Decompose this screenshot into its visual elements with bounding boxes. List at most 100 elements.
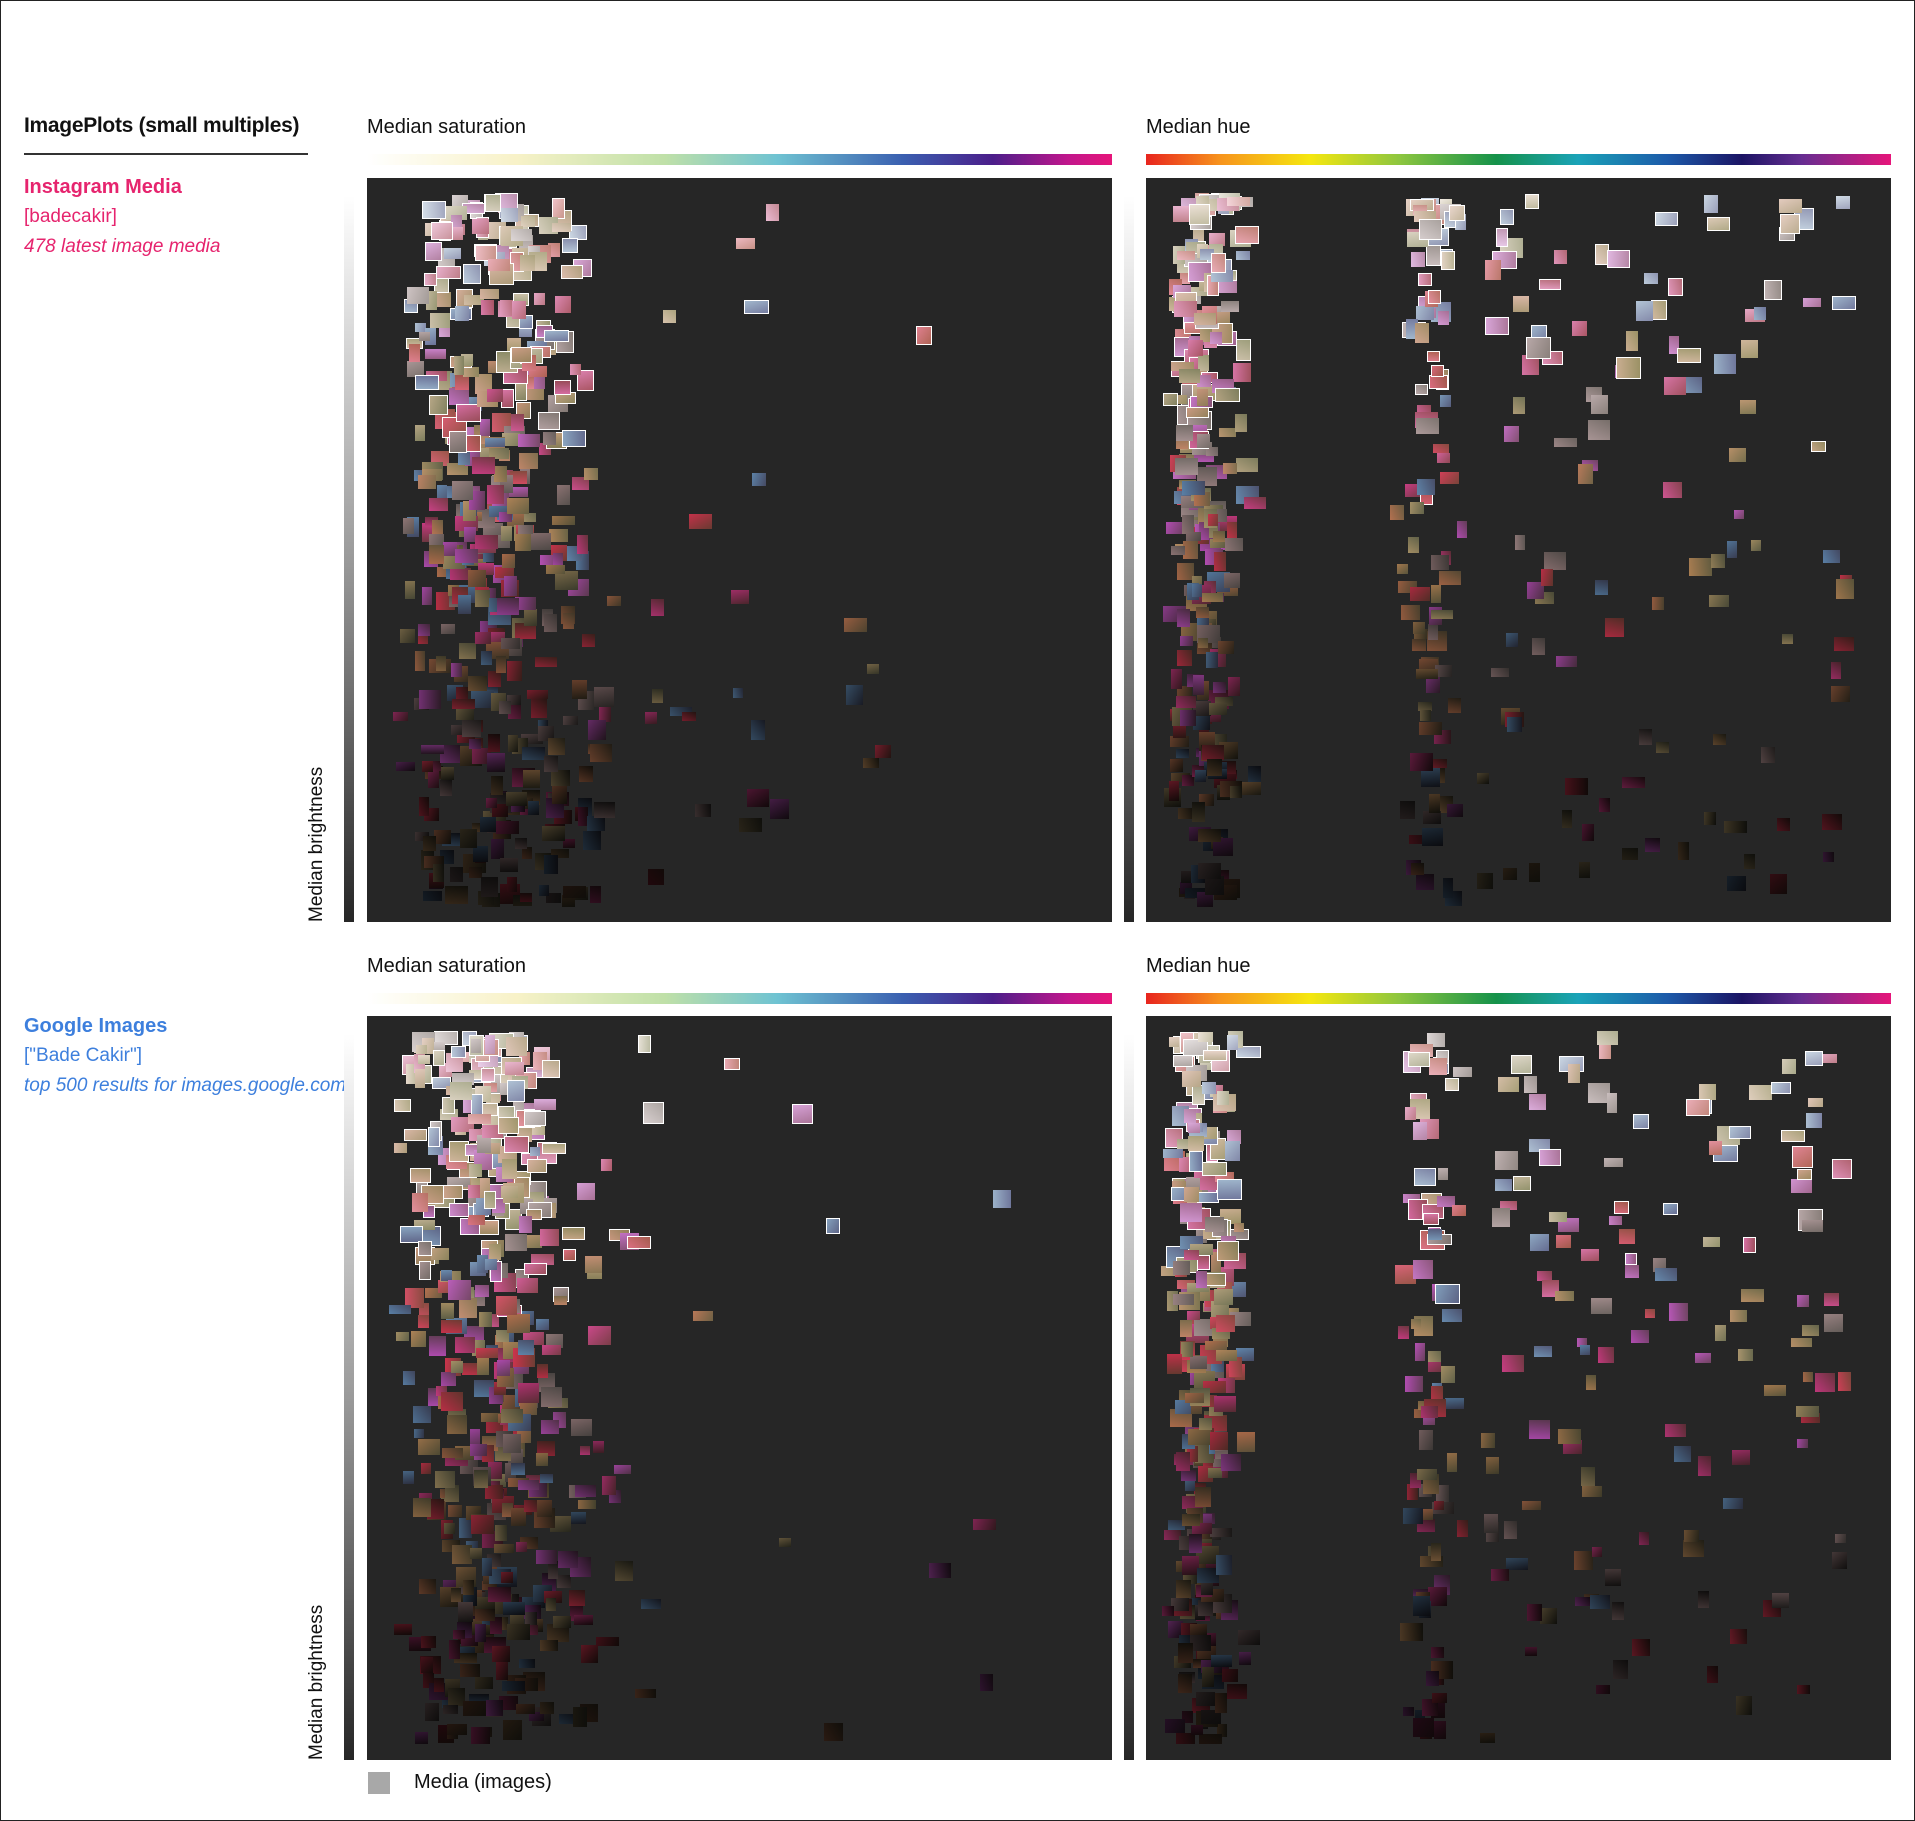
image-thumbnail — [451, 725, 469, 735]
imageplot-google-hue — [1146, 1016, 1891, 1760]
image-thumbnail — [1182, 1556, 1199, 1575]
image-thumbnail — [389, 1305, 411, 1314]
image-thumbnail — [528, 801, 539, 815]
image-thumbnail — [1422, 828, 1443, 846]
image-thumbnail — [1195, 770, 1206, 782]
image-thumbnail — [480, 289, 499, 299]
image-thumbnail — [425, 349, 446, 359]
image-thumbnail — [447, 1177, 470, 1187]
image-thumbnail — [412, 1193, 428, 1212]
image-thumbnail — [744, 300, 769, 314]
image-thumbnail — [487, 753, 505, 772]
image-thumbnail — [1236, 339, 1251, 361]
image-thumbnail — [563, 886, 586, 898]
image-thumbnail — [461, 354, 473, 366]
image-thumbnail — [1403, 1194, 1420, 1203]
image-thumbnail — [549, 529, 568, 542]
image-thumbnail — [1193, 675, 1204, 695]
image-thumbnail — [1415, 384, 1428, 395]
image-thumbnail — [458, 595, 471, 614]
image-thumbnail — [481, 1068, 495, 1082]
image-thumbnail — [571, 1419, 592, 1436]
image-thumbnail — [1228, 677, 1240, 696]
image-thumbnail — [501, 1572, 513, 1583]
image-thumbnail — [1190, 1624, 1207, 1636]
image-thumbnail — [407, 287, 429, 304]
image-thumbnail — [425, 1288, 442, 1298]
image-thumbnail — [1605, 1569, 1621, 1586]
image-thumbnail — [1432, 1693, 1447, 1703]
image-thumbnail — [1185, 888, 1207, 898]
image-thumbnail — [415, 651, 425, 671]
image-thumbnail — [551, 849, 569, 858]
image-thumbnail — [770, 799, 789, 819]
image-thumbnail — [1198, 1600, 1213, 1616]
image-thumbnail — [578, 807, 588, 826]
image-thumbnail — [394, 1624, 412, 1635]
image-thumbnail — [475, 1285, 489, 1297]
image-thumbnail — [440, 1109, 458, 1120]
imageplot-instagram-saturation — [367, 178, 1112, 922]
image-thumbnail — [490, 1617, 502, 1634]
image-thumbnail — [1485, 260, 1501, 280]
image-thumbnail — [1182, 481, 1205, 495]
image-thumbnail — [498, 1117, 519, 1134]
image-thumbnail — [452, 1545, 472, 1564]
image-thumbnail — [1527, 582, 1544, 599]
image-thumbnail — [1532, 638, 1545, 655]
image-thumbnail — [1614, 1201, 1629, 1214]
image-thumbnail — [1562, 810, 1572, 828]
image-thumbnail — [507, 877, 517, 892]
image-thumbnail — [436, 1386, 447, 1396]
image-thumbnail — [1683, 1540, 1704, 1557]
image-thumbnail — [548, 1561, 558, 1579]
image-thumbnail — [539, 885, 549, 896]
image-thumbnail — [1801, 1413, 1820, 1423]
image-thumbnail — [1234, 1223, 1244, 1232]
image-thumbnail — [469, 1164, 482, 1177]
image-thumbnail — [488, 1314, 499, 1327]
image-thumbnail — [450, 568, 471, 580]
image-thumbnail — [1729, 1126, 1751, 1139]
image-thumbnail — [1237, 1432, 1255, 1452]
image-thumbnail — [471, 1039, 481, 1053]
image-thumbnail — [468, 1185, 481, 1198]
imageplot-instagram-hue — [1146, 178, 1891, 922]
image-thumbnail — [1200, 1060, 1214, 1070]
image-thumbnail — [1416, 874, 1434, 890]
image-thumbnail — [515, 383, 527, 401]
image-thumbnail — [468, 570, 486, 587]
image-thumbnail — [1455, 214, 1466, 230]
image-thumbnail — [429, 395, 448, 415]
image-thumbnail — [468, 1114, 491, 1124]
image-thumbnail — [427, 1499, 444, 1519]
image-thumbnail — [459, 1298, 477, 1318]
image-thumbnail — [1426, 244, 1441, 266]
image-thumbnail — [411, 1331, 426, 1347]
image-thumbnail — [1663, 482, 1682, 498]
image-thumbnail — [1588, 420, 1610, 440]
image-thumbnail — [1413, 1260, 1433, 1279]
image-thumbnail — [1197, 1568, 1219, 1583]
image-thumbnail — [1416, 418, 1439, 434]
image-thumbnail — [1781, 1130, 1805, 1142]
image-thumbnail — [1176, 425, 1193, 441]
image-thumbnail — [515, 623, 536, 639]
image-thumbnail — [1835, 1534, 1846, 1543]
image-thumbnail — [577, 1183, 595, 1200]
image-thumbnail — [1198, 355, 1209, 371]
image-thumbnail — [993, 1190, 1011, 1208]
instagram-query: [badecakir] — [24, 206, 117, 227]
x-axis-label-hue-google: Median hue — [1146, 955, 1251, 977]
image-thumbnail — [1189, 1151, 1203, 1172]
legend-swatch — [368, 1772, 390, 1794]
image-thumbnail — [473, 846, 488, 862]
image-thumbnail — [752, 473, 766, 486]
image-thumbnail — [456, 404, 481, 422]
image-thumbnail — [480, 1178, 490, 1198]
image-thumbnail — [504, 1136, 529, 1153]
image-thumbnail — [419, 1261, 431, 1280]
image-thumbnail — [480, 817, 496, 832]
image-thumbnail — [1663, 1203, 1678, 1215]
image-thumbnail — [475, 1624, 486, 1642]
